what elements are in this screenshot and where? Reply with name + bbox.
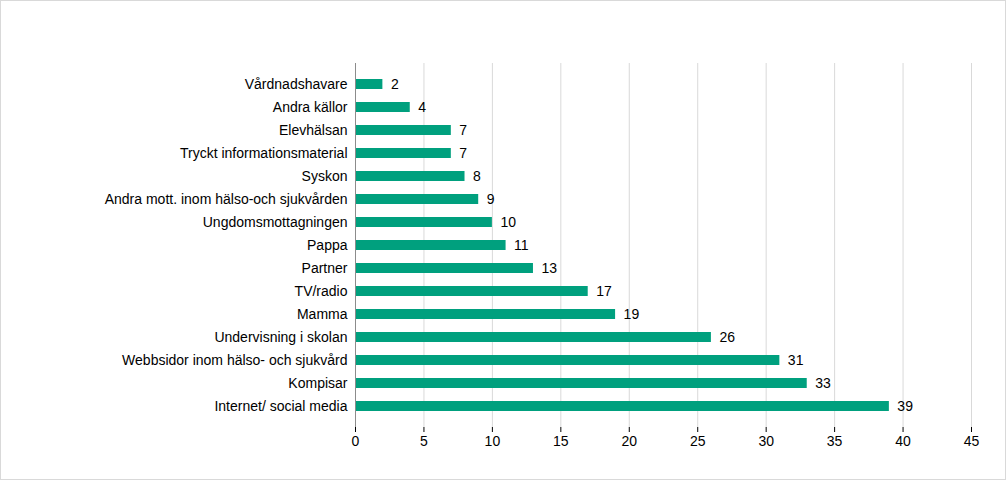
- svg-text:2: 2: [391, 76, 399, 92]
- svg-text:17: 17: [596, 283, 612, 299]
- svg-text:Vårdnadshavare: Vårdnadshavare: [245, 76, 348, 92]
- svg-text:Undervisning i skolan: Undervisning i skolan: [214, 329, 347, 345]
- svg-text:9: 9: [487, 191, 495, 207]
- svg-text:Kompisar: Kompisar: [288, 375, 347, 391]
- svg-text:45: 45: [964, 433, 980, 449]
- svg-text:11: 11: [514, 237, 529, 253]
- svg-text:0: 0: [352, 433, 360, 449]
- svg-text:19: 19: [624, 306, 640, 322]
- svg-text:4: 4: [418, 99, 426, 115]
- svg-text:26: 26: [719, 329, 735, 345]
- svg-text:20: 20: [621, 433, 637, 449]
- svg-text:25: 25: [690, 433, 706, 449]
- svg-text:10: 10: [485, 433, 501, 449]
- svg-text:7: 7: [459, 145, 467, 161]
- svg-text:Mamma: Mamma: [297, 306, 348, 322]
- svg-text:31: 31: [788, 352, 804, 368]
- svg-text:Pappa: Pappa: [307, 237, 348, 253]
- svg-text:Ungdomsmottagningen: Ungdomsmottagningen: [203, 214, 348, 230]
- svg-text:39: 39: [897, 398, 913, 414]
- svg-text:Andra mott. inom hälso-och sju: Andra mott. inom hälso-och sjukvården: [105, 191, 348, 207]
- svg-text:Webbsidor inom hälso- och sjuk: Webbsidor inom hälso- och sjukvård: [122, 352, 347, 368]
- svg-text:7: 7: [459, 122, 467, 138]
- svg-text:15: 15: [553, 433, 569, 449]
- svg-text:5: 5: [420, 433, 428, 449]
- svg-text:Syskon: Syskon: [302, 168, 348, 184]
- svg-text:Partner: Partner: [302, 260, 348, 276]
- svg-text:TV/radio: TV/radio: [295, 283, 348, 299]
- svg-text:40: 40: [895, 433, 911, 449]
- svg-text:Andra källor: Andra källor: [273, 99, 348, 115]
- svg-text:8: 8: [473, 168, 481, 184]
- svg-text:30: 30: [758, 433, 774, 449]
- svg-text:33: 33: [815, 375, 831, 391]
- svg-text:13: 13: [541, 260, 557, 276]
- svg-text:35: 35: [827, 433, 843, 449]
- svg-text:Internet/ social media: Internet/ social media: [214, 398, 347, 414]
- svg-text:Elevhälsan: Elevhälsan: [279, 122, 348, 138]
- svg-text:Tryckt informationsmaterial: Tryckt informationsmaterial: [180, 145, 348, 161]
- svg-text:10: 10: [500, 214, 516, 230]
